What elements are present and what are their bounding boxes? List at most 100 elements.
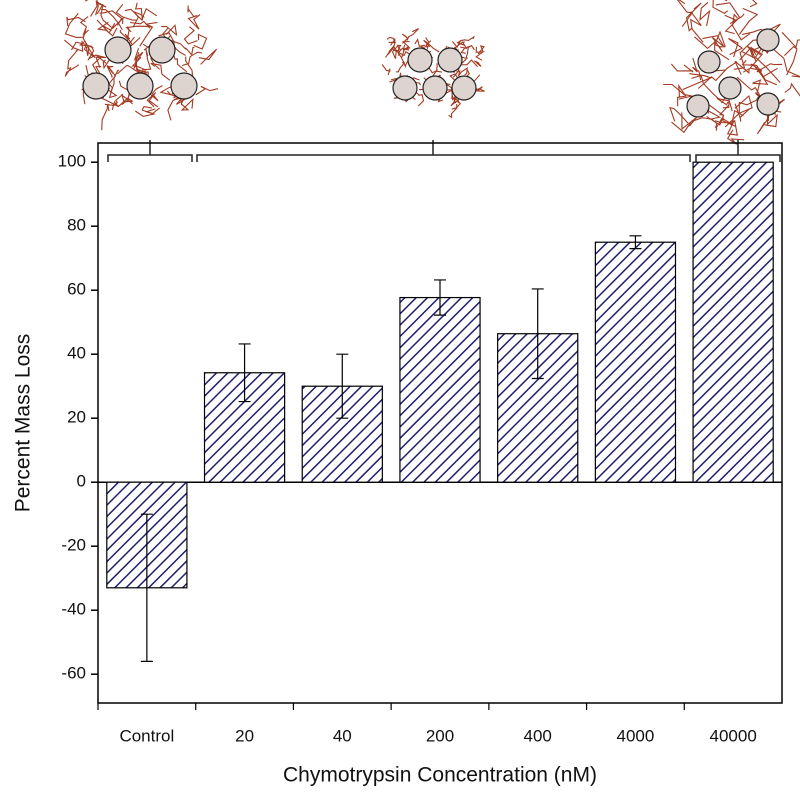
fiber: [676, 0, 694, 28]
y-tick-label: -20: [61, 536, 86, 555]
fiber: [106, 65, 114, 78]
fiber: [714, 30, 726, 48]
fiber: [96, 4, 112, 28]
particle: [718, 76, 742, 100]
bar: [399, 296, 481, 483]
fiber: [391, 44, 401, 59]
fiber: [183, 26, 198, 45]
fiber: [146, 92, 159, 108]
fiber: [150, 62, 171, 81]
fiber: [108, 16, 124, 34]
particle: [756, 92, 780, 116]
fiber: [670, 63, 694, 73]
error-bar: [238, 343, 251, 403]
fiber: [134, 108, 156, 117]
fiber: [401, 33, 409, 44]
x-tick-label: 40: [333, 726, 352, 745]
error-bar: [434, 279, 446, 316]
x-tick-label: 4000: [617, 726, 655, 745]
fiber: [435, 63, 442, 73]
fiber: [694, 36, 730, 61]
y-tick-label: -40: [61, 600, 86, 619]
error-bar: [531, 288, 544, 380]
particle: [126, 72, 154, 100]
fiber: [784, 45, 798, 76]
fiber: [702, 35, 725, 52]
fiber: [413, 89, 425, 107]
error-bar: [140, 513, 153, 662]
y-tick-label: 20: [67, 408, 86, 427]
fiber: [733, 39, 759, 70]
fiber: [734, 103, 750, 122]
plot-frame: [97, 142, 783, 704]
fiber: [64, 13, 84, 38]
fiber: [451, 39, 465, 49]
fiber: [64, 64, 79, 77]
particle: [697, 50, 721, 74]
fiber: [134, 2, 144, 21]
fiber: [726, 119, 738, 136]
x-tick-label: 20: [235, 726, 254, 745]
fiber: [406, 28, 420, 41]
fiber: [387, 37, 396, 55]
fiber: [401, 40, 411, 51]
fiber: [161, 24, 178, 37]
fiber: [99, 96, 119, 111]
x-tick-label: Control: [119, 726, 174, 745]
particle: [82, 72, 110, 100]
x-tick-label: 200: [426, 726, 454, 745]
particle: [451, 75, 477, 101]
fiber: [715, 117, 733, 131]
fiber: [103, 25, 118, 37]
particle: [392, 75, 418, 101]
fiber: [414, 38, 427, 48]
fiber: [784, 82, 800, 97]
fiber: [465, 45, 471, 59]
fiber: [714, 109, 744, 124]
y-tick-label: 60: [67, 280, 86, 299]
fiber: [397, 44, 402, 54]
fiber: [739, 46, 757, 62]
y-tick-label: 40: [67, 344, 86, 363]
particle: [422, 75, 448, 101]
fiber: [738, 94, 761, 114]
fiber: [699, 1, 711, 27]
fiber: [712, 0, 729, 14]
fiber: [124, 7, 158, 21]
fiber: [64, 39, 84, 52]
fiber: [142, 49, 152, 71]
fiber: [141, 105, 160, 115]
fiber: [125, 25, 152, 33]
fiber: [734, 60, 750, 75]
fiber: [692, 57, 702, 81]
fiber: [741, 59, 778, 78]
fiber: [738, 7, 759, 35]
particle: [104, 36, 132, 64]
fiber: [104, 93, 124, 106]
fiber: [119, 26, 130, 41]
fiber: [198, 48, 218, 65]
y-axis-title: Percent Mass Loss: [12, 334, 35, 513]
fiber: [677, 83, 687, 107]
illustrations: [64, 0, 800, 145]
fiber: [195, 85, 219, 96]
fiber: [187, 5, 196, 18]
brackets: [107, 140, 781, 162]
x-axis-title: Chymotrypsin Concentration (nM): [283, 764, 597, 787]
fiber: [460, 35, 475, 42]
fiber: [764, 111, 778, 128]
fiber: [147, 85, 163, 102]
fiber: [423, 39, 440, 53]
fiber: [448, 103, 458, 119]
fiber: [716, 97, 733, 112]
fiber: [67, 49, 79, 70]
fiber: [697, 61, 738, 89]
fiber: [459, 41, 468, 49]
y-tick-label: 80: [67, 216, 86, 235]
fiber: [66, 16, 86, 27]
fiber: [474, 60, 482, 67]
fiber: [671, 117, 714, 134]
bar: [594, 241, 677, 483]
fiber: [184, 46, 195, 57]
fiber: [718, 105, 737, 128]
